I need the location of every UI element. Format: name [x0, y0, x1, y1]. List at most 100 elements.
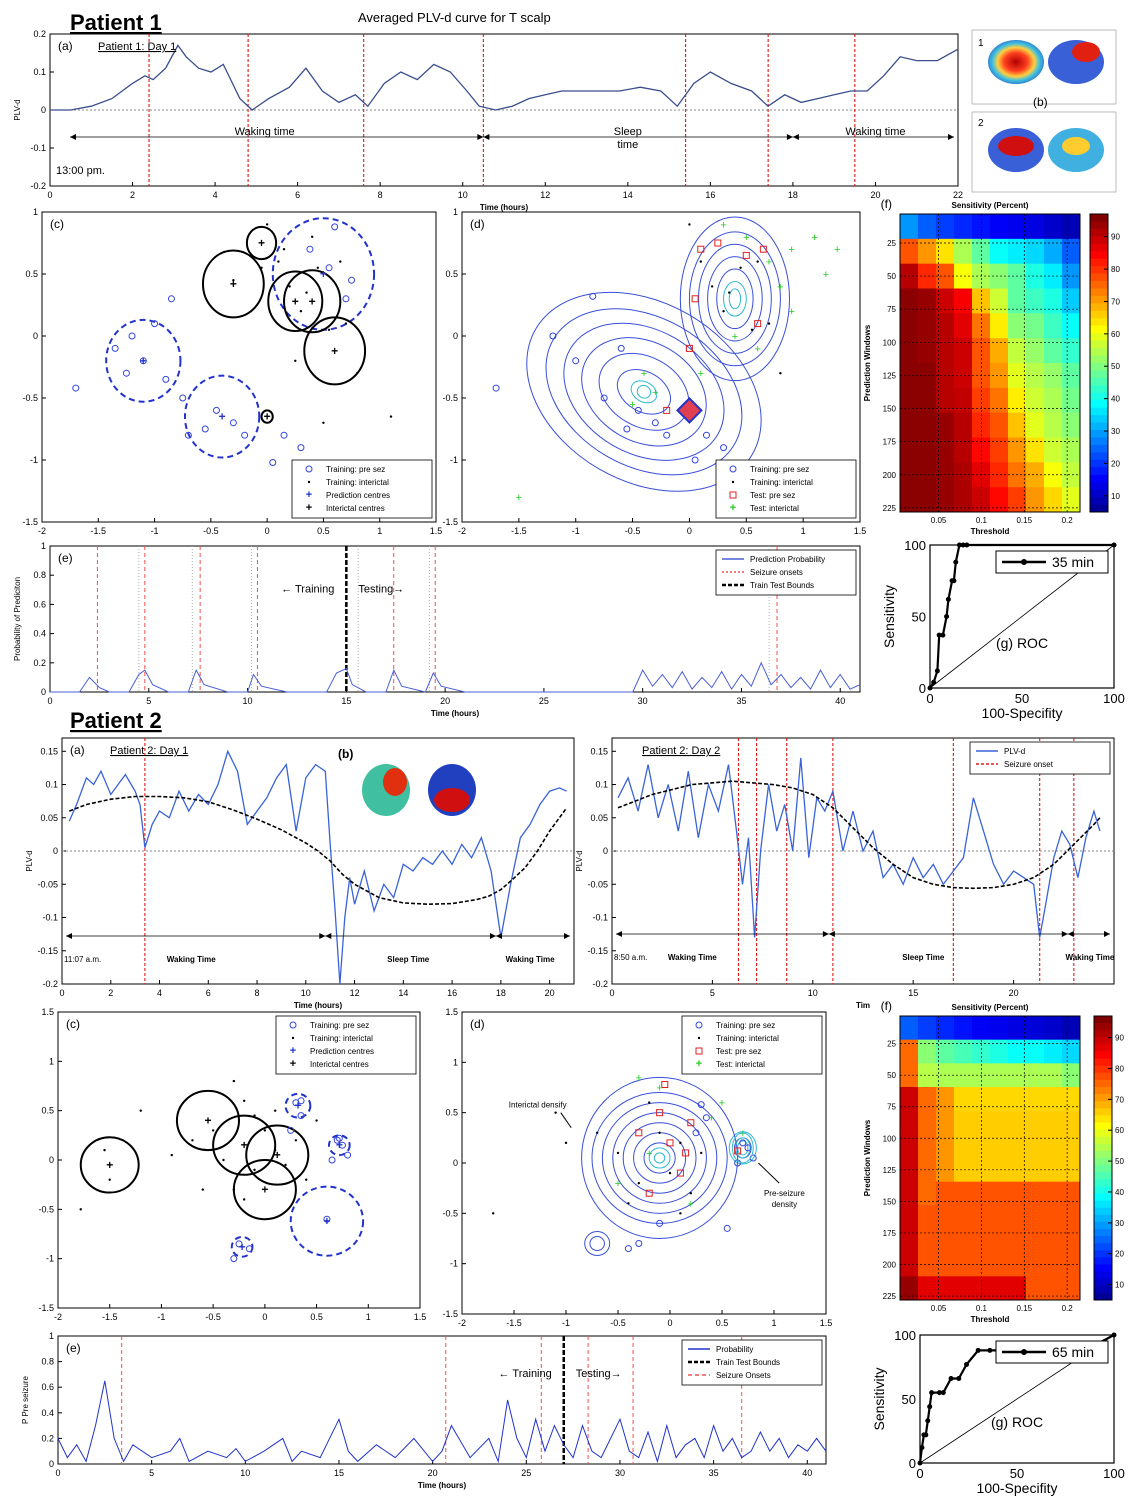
p1g-roc-point: [934, 668, 940, 674]
p1c-pre-sez-point: [179, 394, 187, 402]
p1c-legend-swatch: +: [306, 502, 312, 514]
p2c-pre-sez-point: [287, 1126, 295, 1134]
p2a1-ylabel: PLV-d: [25, 850, 34, 871]
p1c-xtick-label: 1.5: [430, 526, 443, 536]
p2a1-xtick-label: 0: [59, 988, 64, 998]
p1e-xtick-label: 40: [835, 696, 845, 706]
p1f-heat-cell: [936, 437, 955, 463]
p1d-density-contour: [616, 369, 671, 415]
p2e-ytick-label: 0.4: [41, 1408, 54, 1418]
p1c-interictal-point: [305, 291, 308, 294]
p2d-test-pre-point: [666, 1139, 674, 1147]
p2f-heat-cell: [918, 1158, 937, 1183]
p2f-heat-cell: [900, 1181, 919, 1206]
p2d-test-pre-point: [661, 1080, 669, 1088]
p2d-ytick-label: 0.5: [445, 1108, 458, 1118]
p1f-heat-cell: [954, 288, 973, 314]
p1a-waking-label: Waking time: [235, 126, 295, 138]
p2f-heat-cell: [1026, 1063, 1045, 1088]
p1c-legend-swatch: [305, 465, 313, 473]
p2d-density-contour: [728, 1131, 757, 1165]
p2d-interictal-point: [679, 1212, 682, 1215]
p2d-test-interictal-point: +: [708, 1113, 714, 1125]
p1c-prediction-centre: +: [320, 267, 327, 281]
p1d-xtick-label: 0.5: [740, 526, 753, 536]
p2f-colorbar-cell: [1094, 1023, 1112, 1031]
patient1-plv-curve-panel: 0 2 4 6 8 10 12 14 16 18 20 22 -0.2 -0.1 0 0.1 0.2 Time (…: [13, 29, 963, 212]
p2g-panel-label: (g) ROC: [991, 1414, 1043, 1430]
p1f-colorbar-cell: [1090, 377, 1108, 386]
p2f-heat-cell: [990, 1039, 1009, 1064]
p1a-start-label: 13:00 pm.: [56, 165, 105, 177]
p1e-xtick-label: 10: [243, 696, 253, 706]
p2c-interictal-point: [108, 1178, 111, 1181]
p1g-roc-point: [944, 614, 950, 619]
p1f-colorbar-label: 40: [1111, 395, 1120, 404]
p1d-density-contour: [728, 288, 742, 310]
p2e-xtick-label: 25: [521, 1468, 531, 1478]
p2a2-ylabel: PLV-d: [575, 850, 584, 871]
p2a1-ytick-label: -0.2: [42, 979, 58, 989]
p1d-test-pre-point: [697, 245, 705, 253]
p1f-heat-cell: [918, 363, 937, 389]
p1a-sleep-time-label: time: [617, 139, 638, 151]
p1a-waking-arrow-head-right: [477, 134, 484, 140]
p1c-prediction-centre: +: [140, 354, 147, 368]
p1d-pre-sez-point: [702, 431, 710, 439]
p1f-xtick-label: 0.2: [1062, 516, 1074, 525]
p2g-xlabel: 100-Specifity: [977, 1480, 1058, 1496]
p1d-density-contour: [526, 291, 762, 492]
p1f-heat-cell: [990, 214, 1009, 240]
p1f-heat-cell: [900, 288, 919, 314]
p2d-ytick-label: 0: [453, 1158, 458, 1168]
p1g-ytick-label: 0: [919, 681, 926, 696]
p2a1-sleep-label: Sleep Time: [387, 955, 430, 964]
p1f-colorbar-cell: [1090, 288, 1108, 297]
p2c-xtick-label: 1: [366, 1312, 371, 1322]
p1g-xtick-label: 100: [1103, 691, 1125, 706]
p1f-heat-cell: [990, 487, 1009, 513]
p2d-pre-sez-point: [624, 1245, 632, 1253]
p2f-heat-cell: [1044, 1229, 1063, 1254]
p2f-colorbar-cell: [1094, 1044, 1112, 1052]
p2d-ytick-label: -1: [450, 1259, 458, 1269]
p1f-heat-cell: [900, 387, 919, 414]
p2c-interictal-point: [242, 1198, 246, 1201]
p1g-xtick-label: 0: [926, 691, 933, 706]
p2a2-ytick-label: 0: [603, 846, 608, 856]
p1d-ytick-label: 0: [453, 331, 458, 341]
p1f-colorbar-cell: [1090, 370, 1108, 379]
p2a1-ytick-label: 0.15: [40, 746, 58, 756]
p2f-heat-cell: [1062, 1276, 1081, 1301]
p2c-cluster-circle: [245, 1124, 310, 1186]
p2f-colorbar-cell: [1094, 1292, 1112, 1301]
p2f-heat-cell: [972, 1134, 991, 1159]
p2f-colorbar-cell: [1094, 1101, 1112, 1109]
p1f-heat-cell: [1026, 338, 1045, 364]
p1e-xtick-label: 35: [736, 696, 746, 706]
p1e-xtick-label: 0: [47, 696, 52, 706]
p2c-ytick-label: 1: [49, 1056, 54, 1066]
p1d-test-interictal-point: +: [698, 368, 704, 380]
p2c-ytick-label: -0.5: [38, 1204, 54, 1214]
p2a1-xtick-label: 20: [545, 988, 555, 998]
p2f-colorbar-cell: [1094, 1243, 1112, 1251]
p2f-heat-cell: [990, 1063, 1009, 1088]
p2f-heat-cell: [1044, 1205, 1063, 1230]
p2g-legend-label: 65 min: [1052, 1344, 1094, 1360]
p2d-density-contour: [643, 1142, 676, 1174]
p2c-cluster-circle: [175, 1089, 241, 1152]
p2e-legend-box: [681, 1339, 823, 1386]
p2f-heat-cell: [972, 1087, 991, 1112]
p1c-interictal-point: [310, 235, 314, 238]
p1c-interictal-centre: +: [292, 294, 299, 308]
p2g-legend-box: [995, 1340, 1109, 1364]
p2d-panel-label: (d): [470, 1017, 485, 1031]
p2a2-waking-label: Waking Time: [668, 953, 717, 962]
p2d-interictal-point: [689, 1192, 692, 1195]
p2f-heat-cell: [918, 1181, 937, 1206]
p2d-pre-seizure-arrow: [758, 1162, 780, 1184]
p1d-pre-sez-point: [492, 384, 500, 392]
main-title: Averaged PLV-d curve for T scalp: [358, 10, 551, 25]
p2c-pre-sez-point: [230, 1255, 238, 1263]
